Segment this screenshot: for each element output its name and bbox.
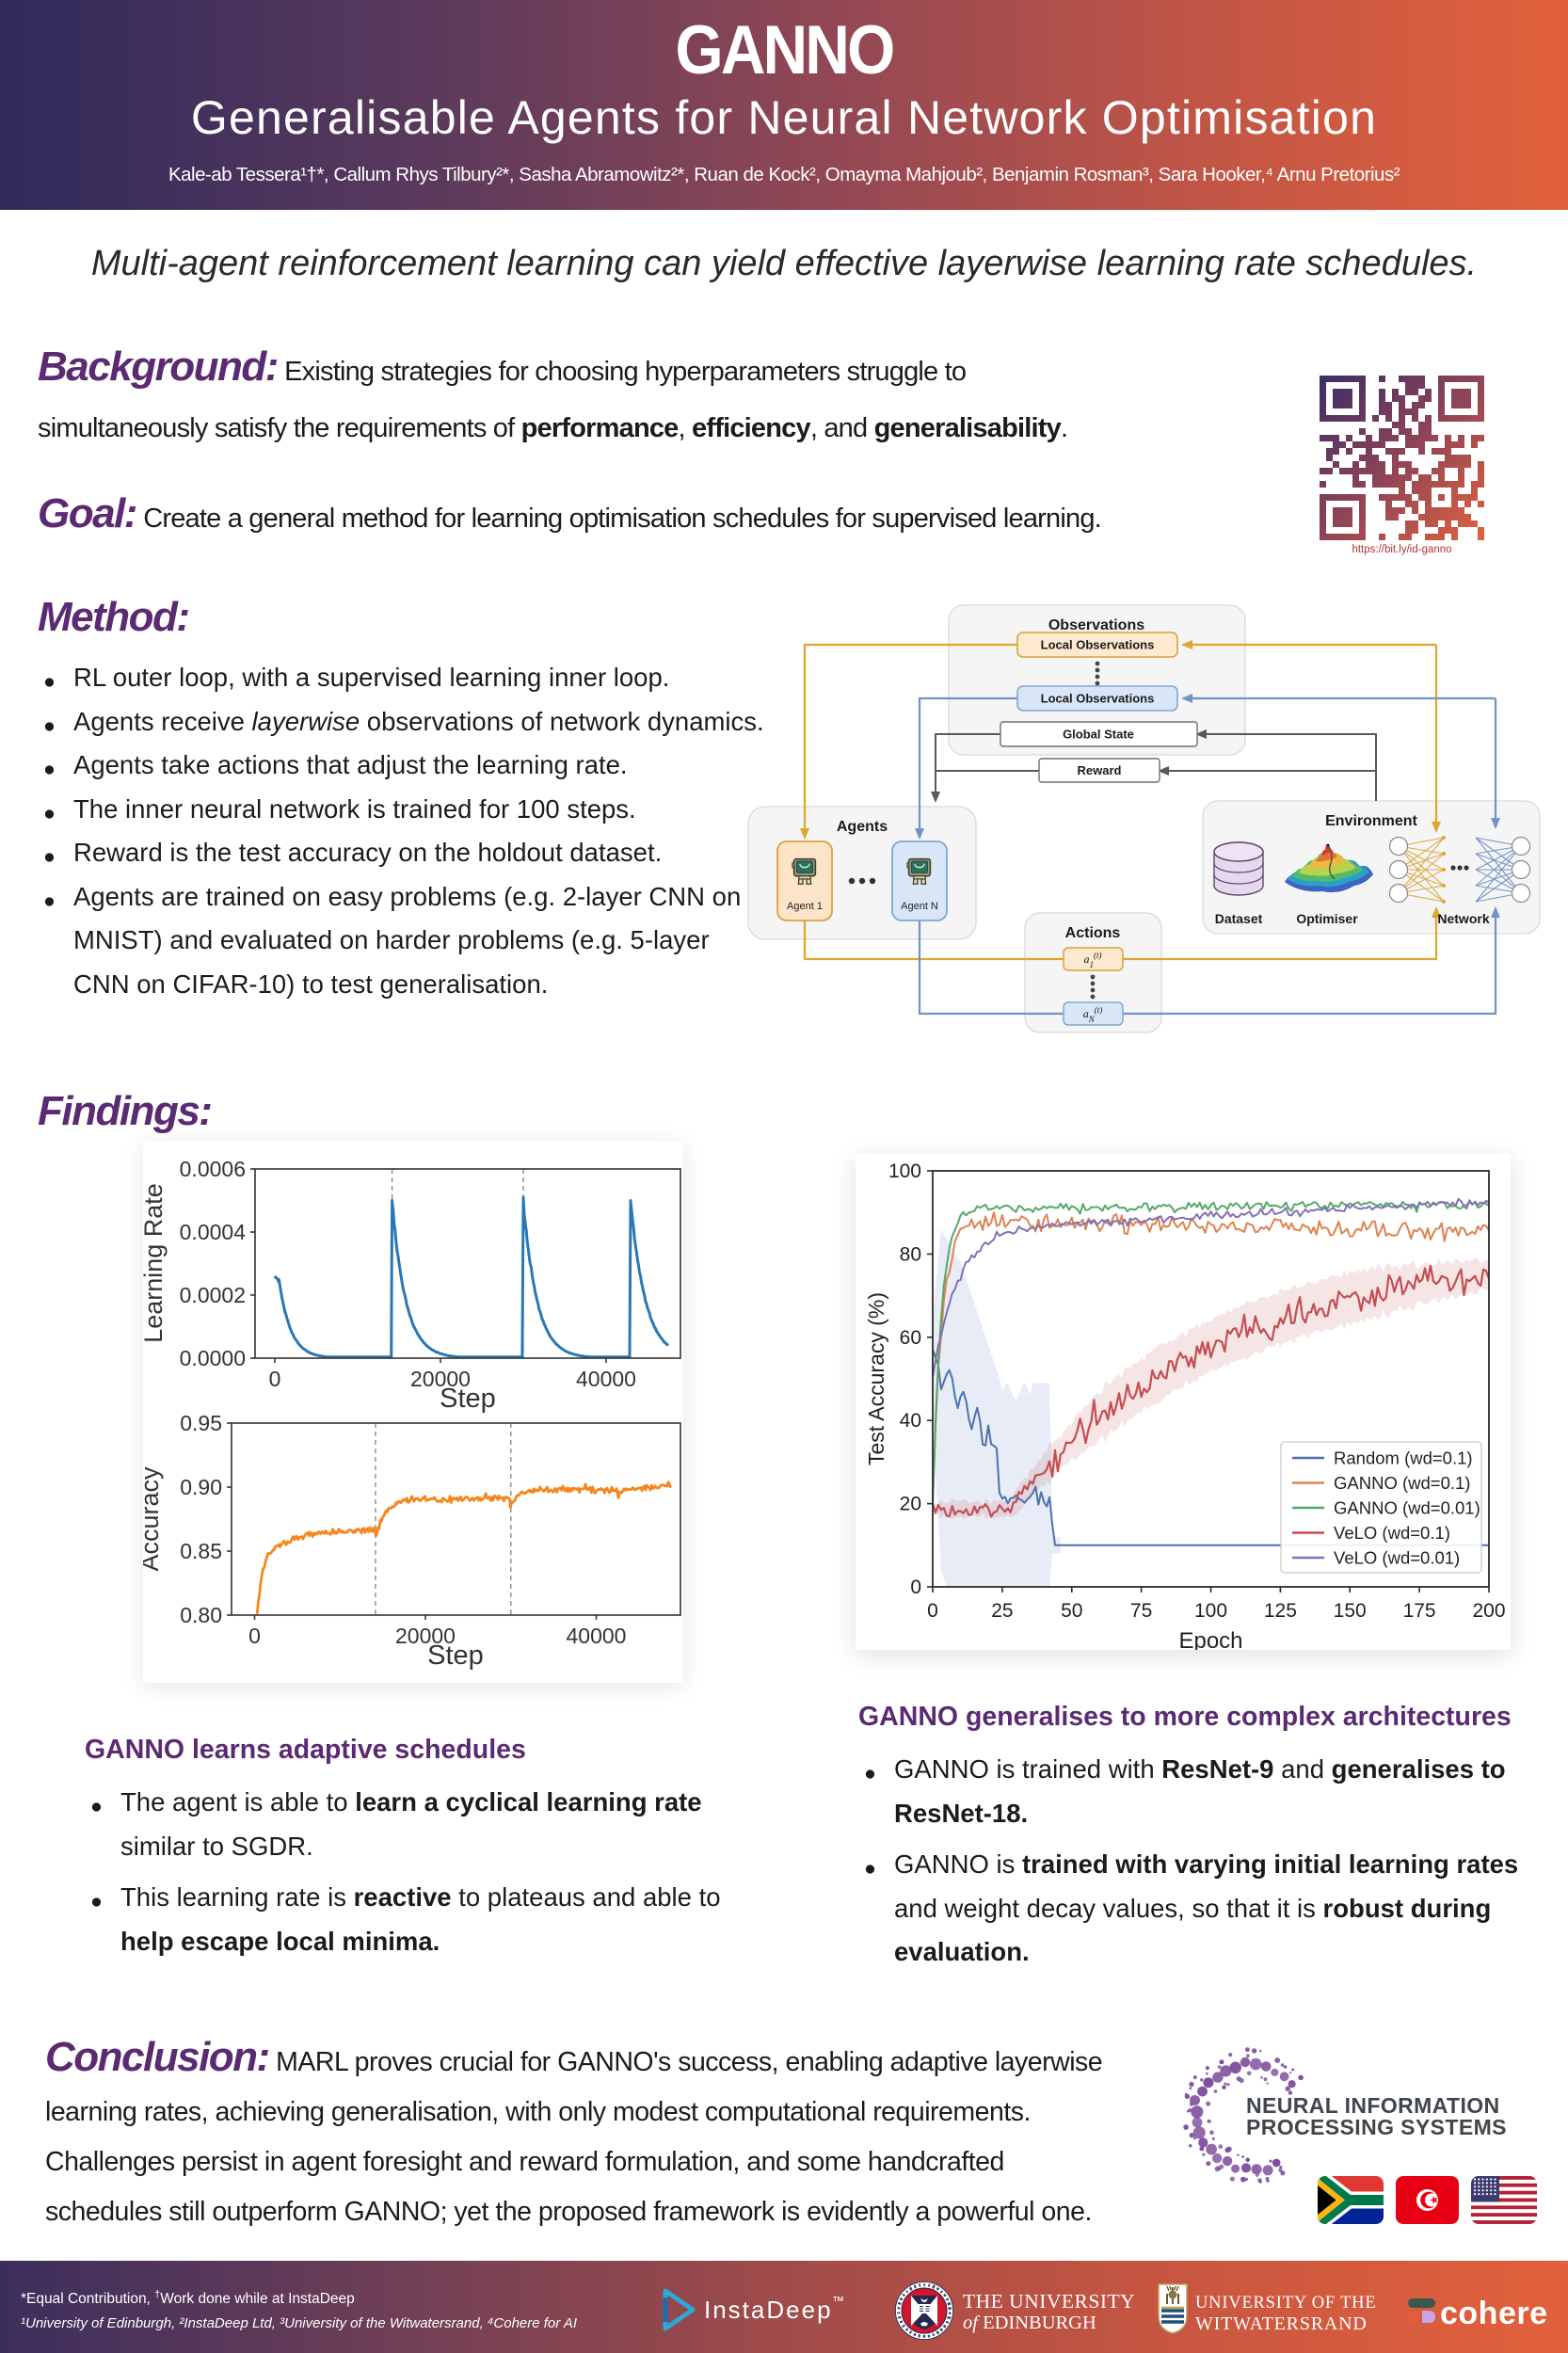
svg-text:InstaDeep: InstaDeep (704, 2296, 833, 2324)
svg-text:75: 75 (1130, 1600, 1152, 1622)
svg-text:Test Accuracy (%): Test Accuracy (%) (864, 1292, 888, 1465)
svg-text:0.90: 0.90 (180, 1475, 222, 1499)
svg-text:20000: 20000 (410, 1367, 471, 1391)
svg-text:0.0004: 0.0004 (180, 1220, 247, 1244)
svg-text:Optimiser: Optimiser (1296, 911, 1358, 926)
svg-text:40000: 40000 (576, 1367, 636, 1391)
svg-text:175: 175 (1403, 1600, 1436, 1622)
svg-text:VeLO (wd=0.1): VeLO (wd=0.1) (1334, 1523, 1450, 1543)
svg-text:60: 60 (900, 1327, 921, 1349)
svg-text:100: 100 (888, 1160, 921, 1182)
svg-text:40000: 40000 (567, 1624, 627, 1648)
svg-text:Learning Rate: Learning Rate (143, 1183, 168, 1343)
svg-text:Reward: Reward (1078, 763, 1122, 777)
svg-text:20000: 20000 (395, 1624, 456, 1648)
svg-text:Actions: Actions (1065, 925, 1121, 941)
svg-text:GANNO (wd=0.1): GANNO (wd=0.1) (1334, 1473, 1470, 1493)
svg-text:Agent N: Agent N (901, 901, 938, 912)
svg-text:™: ™ (832, 2294, 844, 2308)
svg-text:0: 0 (910, 1577, 921, 1598)
svg-text:0.95: 0.95 (180, 1411, 222, 1435)
svg-text:of EDINBURGH: of EDINBURGH (963, 2313, 1096, 2333)
svg-text:THE UNIVERSITY: THE UNIVERSITY (963, 2290, 1135, 2313)
svg-text:150: 150 (1334, 1600, 1367, 1622)
svg-text:80: 80 (900, 1243, 921, 1265)
svg-text:Local Observations: Local Observations (1041, 638, 1155, 652)
svg-text:0.80: 0.80 (180, 1603, 222, 1627)
svg-text:VeLO (wd=0.01): VeLO (wd=0.01) (1334, 1548, 1460, 1568)
svg-text:0: 0 (269, 1367, 281, 1391)
svg-text:Global State: Global State (1063, 728, 1134, 742)
svg-text:Accuracy: Accuracy (143, 1466, 164, 1572)
svg-text:GANNO (wd=0.01): GANNO (wd=0.01) (1334, 1498, 1480, 1518)
svg-text:25: 25 (991, 1600, 1013, 1622)
svg-text:Random (wd=0.1): Random (wd=0.1) (1334, 1449, 1473, 1468)
svg-text:100: 100 (1194, 1600, 1227, 1622)
svg-text:20: 20 (900, 1494, 921, 1515)
svg-text:Agent 1: Agent 1 (787, 901, 823, 912)
svg-text:Step: Step (440, 1384, 496, 1414)
svg-text:125: 125 (1264, 1600, 1297, 1622)
svg-text:Local Observations: Local Observations (1041, 692, 1155, 706)
svg-text:0.0000: 0.0000 (180, 1346, 246, 1370)
svg-text:PROCESSING SYSTEMS: PROCESSING SYSTEMS (1246, 2115, 1507, 2139)
svg-text:0.0002: 0.0002 (180, 1283, 246, 1307)
svg-text:Epoch: Epoch (1178, 1628, 1242, 1650)
svg-text:Network: Network (1437, 911, 1489, 926)
svg-text:200: 200 (1472, 1600, 1505, 1622)
svg-text:0: 0 (248, 1624, 261, 1648)
svg-text:Step: Step (427, 1641, 484, 1671)
svg-text:Observations: Observations (1048, 617, 1144, 633)
svg-text:WITWATERSRAND: WITWATERSRAND (1195, 2313, 1368, 2334)
svg-text:Agents: Agents (837, 819, 888, 835)
svg-text:40: 40 (900, 1410, 921, 1432)
svg-text:0.0006: 0.0006 (180, 1157, 246, 1181)
svg-text:Environment: Environment (1325, 813, 1417, 829)
svg-text:cohere: cohere (1440, 2296, 1548, 2331)
svg-text:Dataset: Dataset (1215, 911, 1263, 926)
svg-text:UNIVERSITY OF THE: UNIVERSITY OF THE (1195, 2294, 1376, 2313)
svg-text:NEURAL INFORMATION: NEURAL INFORMATION (1246, 2093, 1500, 2118)
svg-text:0.85: 0.85 (180, 1539, 222, 1563)
svg-text:0: 0 (927, 1600, 938, 1622)
svg-text:50: 50 (1061, 1600, 1082, 1622)
